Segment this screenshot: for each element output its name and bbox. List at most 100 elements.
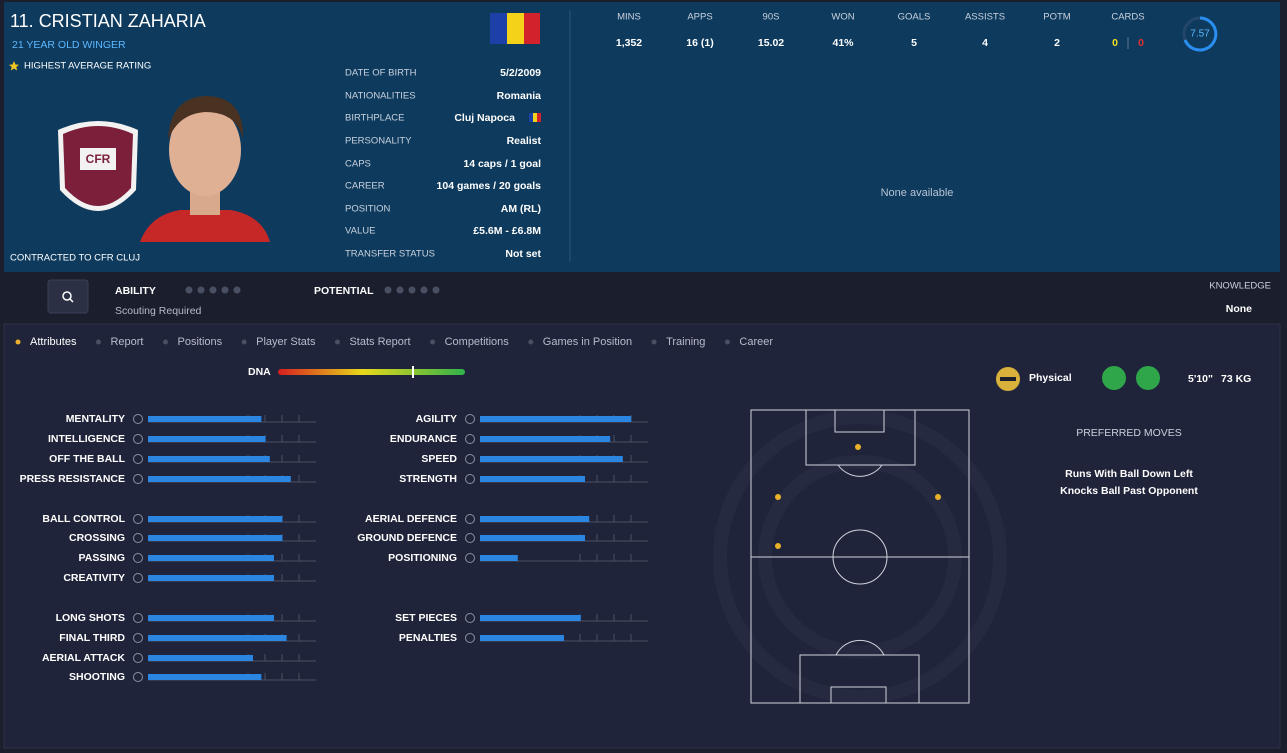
detail-label: DATE OF BIRTH bbox=[345, 68, 417, 79]
attribute-name: PASSING bbox=[79, 552, 125, 564]
attribute-name: LONG SHOTS bbox=[56, 612, 125, 624]
contract: CONTRACTED TO CFR CLUJ bbox=[10, 253, 140, 264]
attribute-icon bbox=[465, 633, 475, 643]
tab[interactable]: Stats Report bbox=[349, 336, 410, 348]
attribute-name: CREATIVITY bbox=[63, 572, 125, 584]
tab-dot bbox=[430, 339, 436, 345]
birthplace-flag bbox=[529, 113, 541, 122]
player-name: 11. CRISTIAN ZAHARIA bbox=[10, 11, 206, 31]
attribute-name: SHOOTING bbox=[69, 671, 125, 683]
search-button[interactable] bbox=[47, 279, 89, 314]
stat-label: POTM bbox=[1043, 12, 1071, 23]
attribute-bar bbox=[148, 516, 283, 522]
attribute-bar bbox=[480, 476, 585, 482]
tab[interactable]: Attributes bbox=[30, 336, 77, 348]
ability-label: ABILITY bbox=[115, 285, 156, 297]
pitch bbox=[713, 409, 1007, 704]
search-icon bbox=[69, 298, 74, 303]
stat-value: 2 bbox=[1054, 37, 1060, 49]
tab[interactable]: Player Stats bbox=[256, 336, 316, 348]
attribute-name: POSITIONING bbox=[388, 552, 457, 564]
detail-label: VALUE bbox=[345, 226, 375, 237]
attribute-bar bbox=[480, 456, 623, 462]
attribute-icon bbox=[133, 454, 143, 464]
stat-value: 41% bbox=[832, 37, 854, 49]
tab[interactable]: Career bbox=[739, 336, 773, 348]
stat-value: 5 bbox=[911, 37, 917, 49]
attribute-icon bbox=[465, 613, 475, 623]
attribute-icon bbox=[133, 672, 143, 682]
tab[interactable]: Competitions bbox=[445, 336, 510, 348]
tab[interactable]: Training bbox=[666, 336, 705, 348]
tab-dot bbox=[15, 339, 21, 345]
attribute-bar bbox=[148, 615, 274, 621]
red-cards: 0 bbox=[1138, 37, 1144, 49]
attribute-bar bbox=[480, 615, 581, 621]
preferred-move: Knocks Ball Past Opponent bbox=[1060, 485, 1198, 497]
preferred-moves-title: PREFERRED MOVES bbox=[1076, 427, 1182, 439]
attribute-bar bbox=[148, 674, 262, 680]
rating-arc bbox=[1183, 16, 1218, 52]
attribute-icon bbox=[133, 414, 143, 424]
stat-label: CARDS bbox=[1111, 12, 1144, 23]
attribute-icon bbox=[133, 573, 143, 583]
detail-label: CAPS bbox=[345, 159, 371, 170]
tab[interactable]: Report bbox=[110, 336, 143, 348]
position-dots bbox=[775, 444, 941, 549]
tab[interactable]: Games in Position bbox=[543, 336, 632, 348]
attribute-bar bbox=[480, 635, 564, 641]
yellow-cards: 0 bbox=[1112, 37, 1118, 49]
stat-label: WON bbox=[831, 12, 854, 23]
attribute-name: STRENGTH bbox=[399, 473, 457, 485]
detail-label: POSITION bbox=[345, 204, 391, 215]
attribute-bar bbox=[148, 436, 266, 442]
attribute-bar bbox=[148, 476, 291, 482]
detail-value: AM (RL) bbox=[501, 203, 541, 215]
attribute-bar bbox=[480, 555, 518, 561]
detail-value: 14 caps / 1 goal bbox=[463, 158, 541, 170]
stat-label: APPS bbox=[687, 12, 712, 23]
detail-value: Romania bbox=[497, 90, 542, 102]
detail-label: NATIONALITIES bbox=[345, 91, 416, 102]
attribute-icon bbox=[465, 533, 475, 543]
attribute-name: FINAL THIRD bbox=[59, 632, 125, 644]
tab-dot bbox=[241, 339, 247, 345]
stat-label: GOALS bbox=[898, 12, 931, 23]
weight: 73 KG bbox=[1221, 373, 1251, 385]
preferred-move: Runs With Ball Down Left bbox=[1065, 468, 1193, 480]
attribute-bar bbox=[148, 655, 253, 661]
tab-dot bbox=[334, 339, 340, 345]
tab-dot bbox=[95, 339, 101, 345]
detail-label: PERSONALITY bbox=[345, 136, 412, 147]
potential-label: POTENTIAL bbox=[314, 285, 374, 297]
stat-value: 15.02 bbox=[758, 37, 784, 49]
attribute-bar bbox=[480, 416, 632, 422]
detail-value: 104 games / 20 goals bbox=[437, 180, 542, 192]
stat-value: 1,352 bbox=[616, 37, 642, 49]
search-icon bbox=[62, 291, 72, 301]
badge: HIGHEST AVERAGE RATING bbox=[24, 61, 151, 72]
attribute-bar bbox=[148, 416, 262, 422]
tab-dot bbox=[528, 339, 534, 345]
attribute-icon bbox=[465, 553, 475, 563]
attribute-bar bbox=[148, 555, 274, 561]
attribute-bar bbox=[148, 456, 270, 462]
attribute-icon bbox=[133, 533, 143, 543]
dna-label: DNA bbox=[248, 366, 271, 378]
club-crest: CFR bbox=[58, 121, 138, 211]
attribute-icon bbox=[465, 454, 475, 464]
detail-label: TRANSFER STATUS bbox=[345, 249, 435, 260]
stat-label: MINS bbox=[617, 12, 641, 23]
profile-type: Physical bbox=[1029, 372, 1072, 384]
attribute-icon bbox=[133, 514, 143, 524]
detail-value: £5.6M - £6.8M bbox=[473, 225, 541, 237]
flag bbox=[490, 13, 540, 44]
attribute-bar bbox=[480, 436, 611, 442]
attribute-name: GROUND DEFENCE bbox=[357, 532, 457, 544]
tab[interactable]: Positions bbox=[178, 336, 223, 348]
detail-label: BIRTHPLACE bbox=[345, 113, 404, 124]
detail-value: Realist bbox=[507, 135, 542, 147]
svg-text:CFR: CFR bbox=[86, 152, 111, 166]
detail-value: Cluj Napoca bbox=[454, 112, 515, 124]
attribute-name: AERIAL ATTACK bbox=[42, 652, 125, 664]
